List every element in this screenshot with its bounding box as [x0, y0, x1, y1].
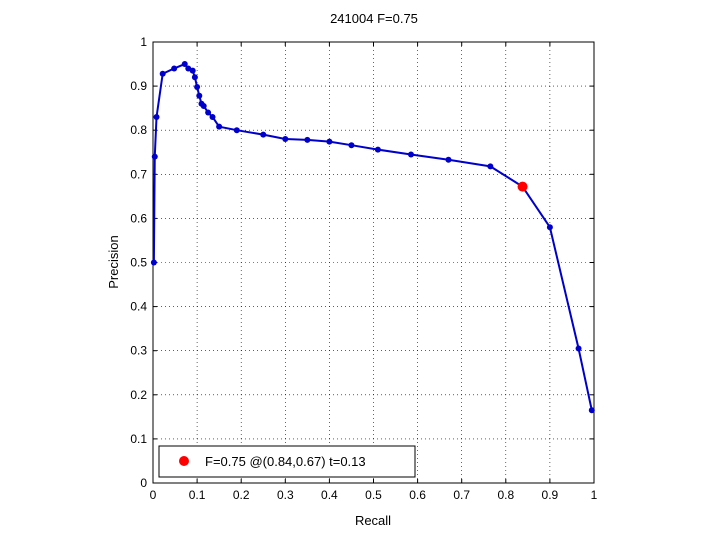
data-point [407, 151, 414, 158]
data-point [209, 113, 216, 120]
data-point [191, 74, 198, 81]
y-tick-label: 0.7 [130, 167, 147, 181]
data-point [171, 65, 178, 72]
data-point [575, 345, 582, 352]
data-point [374, 146, 381, 153]
highlight-layer [517, 181, 528, 192]
y-tick-label: 0.1 [130, 432, 147, 446]
y-tick-label: 0.4 [130, 300, 147, 314]
data-point [260, 131, 267, 138]
data-point [348, 142, 355, 149]
data-point [181, 61, 188, 68]
legend-box [158, 445, 416, 478]
data-point [153, 113, 160, 120]
y-tick-label: 0.3 [130, 344, 147, 358]
y-tick-label: 0.2 [130, 388, 147, 402]
x-tick-label: 1 [591, 488, 598, 502]
y-tick-label: 0.5 [130, 256, 147, 270]
data-point [216, 123, 223, 130]
y-tick-label: 0.8 [130, 123, 147, 137]
data-point [185, 65, 192, 72]
data-point [326, 138, 333, 145]
data-point [588, 407, 595, 414]
x-tick-label: 0.2 [233, 488, 250, 502]
x-tick-label: 0.1 [189, 488, 206, 502]
data-point [445, 156, 452, 163]
data-point [205, 109, 212, 116]
data-point [233, 127, 240, 134]
series-line [152, 63, 593, 411]
data-point [304, 136, 311, 143]
x-tick-label: 0.7 [453, 488, 470, 502]
y-tick-label: 0.9 [130, 79, 147, 93]
x-axis-label: Recall [355, 513, 391, 528]
x-tick-label: 0.9 [542, 488, 559, 502]
y-tick-label: 0.6 [130, 211, 147, 225]
legend-marker [179, 456, 189, 466]
grid-lines [153, 42, 594, 483]
data-point [546, 224, 553, 231]
data-point [196, 92, 203, 99]
series-layer [150, 61, 595, 414]
chart-title: 241004 F=0.75 [330, 11, 418, 26]
legend: F=0.75 @(0.84,0.67) t=0.13 [158, 445, 416, 478]
data-point [159, 70, 166, 77]
y-tick-label: 0 [140, 476, 147, 490]
x-tick-label: 0.6 [409, 488, 426, 502]
best-f-point [517, 181, 528, 192]
data-point [150, 259, 157, 266]
x-tick-label: 0.5 [365, 488, 382, 502]
x-tick-label: 0.8 [497, 488, 514, 502]
x-tick-label: 0.3 [277, 488, 294, 502]
data-point [487, 163, 494, 170]
data-point [151, 153, 158, 160]
y-tick-label: 1 [140, 35, 147, 49]
y-axis-label: Precision [106, 235, 121, 288]
x-tick-label: 0 [150, 488, 157, 502]
axis-ticks: 0 0.1 0.2 0.3 0.4 0.5 0.6 0.7 0.8 0.9 1 0 0.1 0.2 0.3 0… [130, 35, 597, 502]
data-point [194, 83, 201, 90]
data-point [198, 100, 205, 107]
data-point [282, 136, 289, 143]
legend-entry-label: F=0.75 @(0.84,0.67) t=0.13 [205, 454, 366, 469]
x-tick-label: 0.4 [321, 488, 338, 502]
